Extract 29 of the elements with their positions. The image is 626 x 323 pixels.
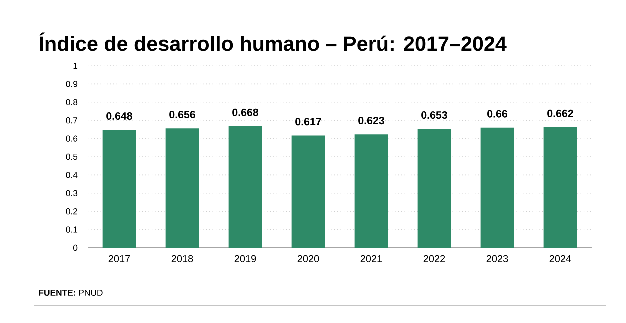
data-label: 0.648	[106, 112, 133, 120]
data-label: 0.653	[422, 112, 448, 120]
y-tick-label: 0.5	[66, 154, 78, 160]
x-tick-label: 2023	[486, 255, 508, 262]
y-tick-label: 0.6	[66, 136, 78, 142]
y-tick-label: 0	[73, 244, 78, 252]
chart-title: Índice de desarrollo humano – Perú: 2017–2024	[40, 32, 507, 52]
x-tick-label: 2022	[424, 255, 446, 262]
y-tick-label: 0.3	[66, 190, 78, 196]
data-label: 0.66	[488, 110, 508, 118]
y-tick-label: 0.8	[66, 99, 78, 106]
y-tick-label: 0.4	[66, 172, 78, 178]
data-label: 0.617	[296, 118, 322, 126]
y-tick-label: 0.9	[66, 81, 78, 88]
x-tick-label: 2018	[172, 255, 194, 262]
x-tick-label: 2017	[108, 255, 130, 262]
data-label: 0.662	[548, 110, 574, 118]
x-tick-label: 2024	[550, 255, 572, 262]
y-tick-label: 0.1	[66, 226, 78, 233]
x-tick-label: 2021	[360, 255, 382, 262]
data-label: 0.668	[232, 108, 259, 116]
data-label: 0.656	[170, 111, 196, 119]
y-tick-label: 0.2	[66, 208, 78, 215]
data-label: 0.623	[358, 116, 384, 125]
x-tick-label: 2019	[234, 255, 256, 262]
text: FUENTE: PNUD	[39, 290, 103, 296]
y-tick-label: 1	[74, 63, 78, 69]
y-tick-label: 0.7	[66, 118, 78, 124]
x-tick-label: 2020	[298, 255, 320, 262]
